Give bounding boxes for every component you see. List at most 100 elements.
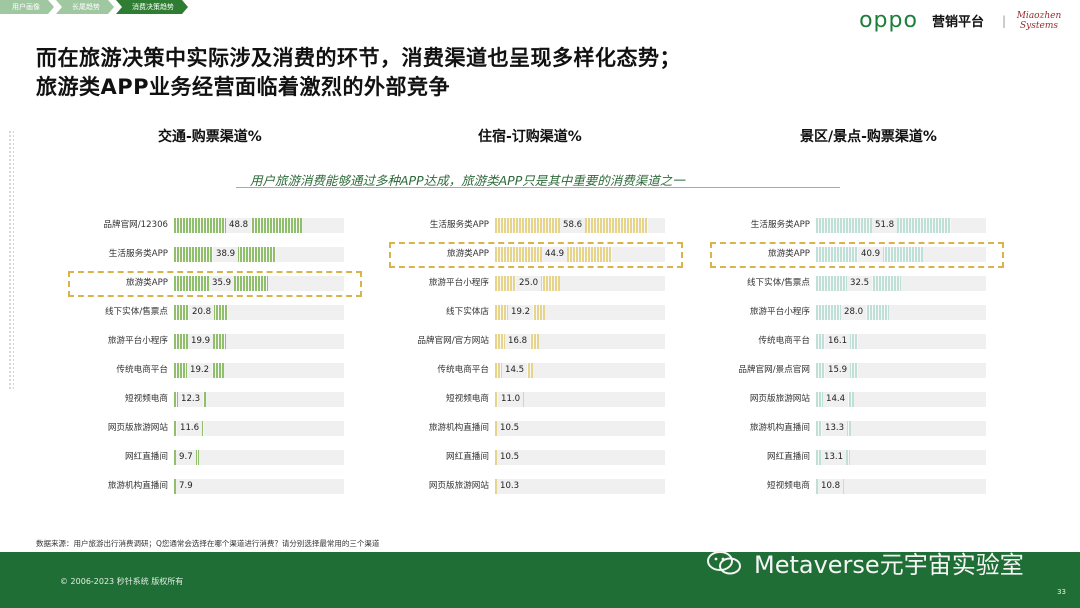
category-label: 旅游类APP [767,249,810,259]
bar-track [816,421,986,436]
category-label: 旅游类APP [125,278,168,288]
highlight-box [68,271,362,297]
callout-underline [236,187,840,188]
watermark: Metaverse元宇宙实验室 [706,545,1024,580]
breadcrumb-item[interactable]: 用户画像 [0,0,54,14]
category-label: 旅游平台小程序 [428,278,489,288]
category-label: 旅游机构直播间 [107,481,168,491]
category-label: 品牌官网/景点官网 [738,365,810,375]
category-label: 线下实体/售票点 [746,278,810,288]
bar-value-label: 44.9 [542,247,568,262]
bar-track [495,421,665,436]
miaozhen-logo-line: Systems [1020,20,1058,31]
bar-value-label: 10.3 [497,479,523,494]
brand-text: 营销平台 [931,15,984,30]
page-title: 而在旅游决策中实际涉及消费的环节，消费渠道也呈现多样化态势； 旅游类APP业务经… [36,44,681,102]
chart-title-scenic: 景区/景点-购票渠道% [800,129,937,145]
category-label: 短视频电商 [446,394,489,404]
category-label: 品牌官网/12306 [103,220,168,230]
bar-track [495,363,665,378]
wechat-icon [707,550,741,574]
bar-value-label: 15.9 [825,363,851,378]
brand-header: oppo 营销平台 | Miaozhen Systems [859,8,1062,33]
brand-separator: | [1001,13,1006,28]
category-label: 短视频电商 [767,481,810,491]
miaozhen-logo-line: Miaozhen [1016,10,1062,21]
bar-value-label: 16.1 [825,334,851,349]
bar-track [816,479,986,494]
bar-value-label: 7.9 [176,479,196,494]
category-label: 生活服务类APP [750,220,810,230]
bar-value-label: 32.5 [847,276,873,291]
bar-track [816,334,986,349]
breadcrumb-item[interactable]: 长尾趋势 [56,0,114,14]
bar-value-label: 9.7 [176,450,196,465]
page-number: 33 [1057,588,1066,596]
bar-value-label: 11.0 [498,392,524,407]
category-label: 旅游平台小程序 [107,336,168,346]
category-label: 旅游类APP [446,249,489,259]
bar-value-label: 13.1 [821,450,847,465]
bar-value-label: 35.9 [209,276,235,291]
breadcrumb: 用户画像 长尾趋势 消费决策趋势 [0,0,190,14]
highlight-box [710,242,1004,268]
category-label: 短视频电商 [125,394,168,404]
category-label: 网页版旅游网站 [749,394,810,404]
page-title-line: 旅游类APP业务经营面临着激烈的外部竞争 [36,75,451,99]
bar-value-label: 19.9 [188,334,214,349]
category-label: 网页版旅游网站 [428,481,489,491]
bar-track [816,363,986,378]
bar-value-label: 11.6 [177,421,203,436]
category-label: 旅游机构直播间 [749,423,810,433]
bar-value-label: 20.8 [189,305,215,320]
breadcrumb-item-active[interactable]: 消费决策趋势 [116,0,188,14]
watermark-text: Metaverse元宇宙实验室 [754,551,1024,579]
oppo-logo: oppo [859,8,918,33]
bar-value-label: 28.0 [841,305,867,320]
bar-track [495,450,665,465]
bar-value-label: 48.8 [226,218,252,233]
decorative-dots [8,130,14,390]
bar-track [174,450,344,465]
category-label: 旅游机构直播间 [428,423,489,433]
bar-value-label: 19.2 [508,305,534,320]
category-label: 线下实体/售票点 [104,307,168,317]
bar-value-label: 40.9 [858,247,884,262]
miaozhen-logo: Miaozhen Systems [1016,11,1062,31]
category-label: 品牌官网/官方网站 [417,336,489,346]
bar-value-label: 25.0 [516,276,542,291]
category-label: 网红直播间 [125,452,168,462]
bar-value-label: 13.3 [822,421,848,436]
category-label: 网页版旅游网站 [107,423,168,433]
copyright: © 2006-2023 秒针系统 版权所有 [60,577,184,586]
bar-value-label: 10.8 [818,479,844,494]
category-label: 生活服务类APP [108,249,168,259]
bar-value-label: 51.8 [872,218,898,233]
category-label: 网红直播间 [446,452,489,462]
category-label: 传统电商平台 [758,336,810,346]
chart-title-lodging: 住宿-订购渠道% [478,129,582,145]
bar-track [495,392,665,407]
category-label: 传统电商平台 [437,365,489,375]
category-label: 线下实体店 [446,307,489,317]
footer-bar [0,552,1080,608]
bar-value-label: 10.5 [497,450,523,465]
category-label: 传统电商平台 [116,365,168,375]
category-label: 生活服务类APP [429,220,489,230]
bar-value-label: 38.9 [213,247,239,262]
bar-value-label: 14.4 [823,392,849,407]
bar-value-label: 12.3 [178,392,204,407]
bar-value-label: 10.5 [497,421,523,436]
page-title-line: 而在旅游决策中实际涉及消费的环节，消费渠道也呈现多样化态势； [36,46,681,70]
category-label: 网红直播间 [767,452,810,462]
category-label: 旅游平台小程序 [749,307,810,317]
highlight-box [389,242,683,268]
chart-title-transport: 交通-购票渠道% [158,129,262,145]
bar-value-label: 58.6 [560,218,586,233]
bar-track [816,392,986,407]
bar-value-label: 14.5 [502,363,528,378]
bar-track [174,421,344,436]
bar-track [174,479,344,494]
source-note: 数据来源：用户旅游出行消费调研；Q您通常会选择在哪个渠道进行消费？请分别选择最常… [36,539,380,548]
bar-track [174,392,344,407]
